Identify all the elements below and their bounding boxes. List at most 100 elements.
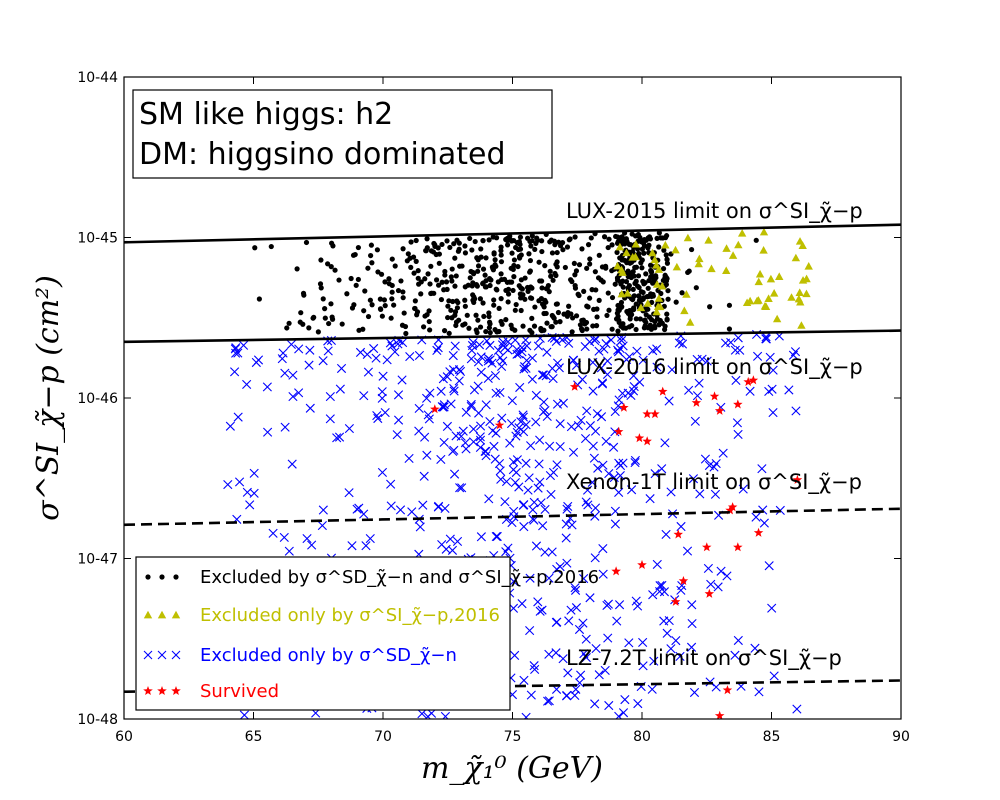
sd-excluded-point [602,356,613,366]
sd-excluded-point [552,564,562,574]
si2016-excluded-point [643,299,653,307]
sd-si-excluded-point [401,310,407,316]
sd-si-excluded-point [527,238,533,244]
sd-excluded-point [518,410,528,420]
sd-si-excluded-point [630,295,636,302]
sd-si-excluded-point [474,329,480,336]
sd-si-excluded-point [339,321,345,327]
sd-excluded-point [629,371,639,381]
sd-si-excluded-point [646,234,653,240]
sd-si-excluded-point [443,279,450,285]
survived-point [743,376,753,386]
sd-si-excluded-point [457,263,463,269]
sd-si-excluded-point [614,249,620,255]
survived-point [691,397,702,407]
sd-si-excluded-point [587,295,593,301]
sd-si-excluded-point [609,326,615,332]
sd-excluded-point [509,576,519,586]
sd-si-excluded-point [548,273,554,279]
sd-si-excluded-point [318,257,324,263]
sd-excluded-point [225,421,235,431]
sd-si-excluded-point [587,261,593,267]
sd-si-excluded-point [614,275,621,281]
sd-excluded-point [591,643,601,654]
sd-si-excluded-point [388,315,394,321]
sd-si-excluded-point [300,290,307,296]
sd-excluded-point [263,427,273,437]
sd-excluded-point [506,418,517,429]
si2016-excluded-point [615,242,625,251]
sd-si-excluded-point [515,246,522,253]
sd-si-excluded-point [548,324,554,330]
sd-excluded-point [544,441,555,451]
sd-si-excluded-point [554,249,560,256]
sd-excluded-point [526,690,536,700]
sd-excluded-point [754,687,764,697]
sd-excluded-point [468,337,478,347]
sd-si-excluded-point [601,234,608,240]
sd-si-excluded-point [483,328,489,335]
sd-si-excluded-point [573,268,580,274]
sd-si-excluded-point [618,304,625,310]
sd-si-excluded-point [375,269,381,275]
sd-excluded-point [518,500,528,510]
sd-si-excluded-point [627,260,633,266]
sd-si-excluded-point [539,238,545,244]
sd-si-excluded-point [635,273,642,279]
y-tick-label: 10-44 [77,70,118,86]
sd-si-excluded-point [509,250,515,256]
sd-excluded-point [613,401,623,411]
sd-si-excluded-point [529,233,535,239]
sd-si-excluded-point [581,288,587,294]
sd-excluded-point [612,616,622,626]
sd-si-excluded-point [584,326,590,332]
sd-excluded-point [597,379,608,389]
sd-excluded-point [768,407,778,418]
sd-si-excluded-point [664,256,670,263]
sd-si-excluded-point [382,279,388,285]
si2016-excluded-point [795,237,805,245]
sd-si-excluded-point [462,297,468,303]
sd-si-excluded-point [566,303,572,309]
sd-excluded-point [580,433,591,444]
sd-excluded-point [279,532,289,543]
legend-marker-star [143,686,153,695]
sd-si-excluded-point [516,283,522,289]
sd-excluded-point [703,563,713,574]
sd-excluded-point [735,345,745,355]
sd-excluded-point [710,489,721,499]
sd-si-excluded-point [576,262,583,268]
sd-si-excluded-point [442,272,448,278]
survived-point [494,420,505,430]
sd-si-excluded-point [547,268,553,274]
sd-si-excluded-point [306,325,312,331]
sd-excluded-point [447,545,458,555]
sd-excluded-point [561,533,571,543]
sd-si-excluded-point [619,257,626,263]
sd-si-excluded-point [640,289,646,296]
sd-si-excluded-point [624,239,630,245]
sd-excluded-point [555,419,565,429]
si2016-excluded-point [759,227,769,236]
sd-excluded-point [733,333,743,343]
sd-si-excluded-point [439,279,445,285]
sd-excluded-point [458,426,468,436]
x-tick-label: 75 [504,729,522,745]
sd-si-excluded-point [647,262,654,268]
sd-si-excluded-point [618,281,624,287]
si2016-excluded-point [769,289,779,297]
sd-excluded-point [570,690,580,700]
sd-si-excluded-point [640,237,647,244]
sd-excluded-point [540,547,550,557]
sd-excluded-point [702,356,712,366]
sd-excluded-point [564,616,574,626]
sd-si-excluded-point [486,237,492,243]
sd-excluded-point [461,407,471,417]
sd-si-excluded-point [418,291,424,297]
sd-excluded-point [613,347,624,357]
sd-excluded-point [587,477,597,487]
survived-point [569,381,580,391]
sd-excluded-point [440,711,451,719]
sd-excluded-point [546,489,556,500]
sd-excluded-point [372,410,382,421]
